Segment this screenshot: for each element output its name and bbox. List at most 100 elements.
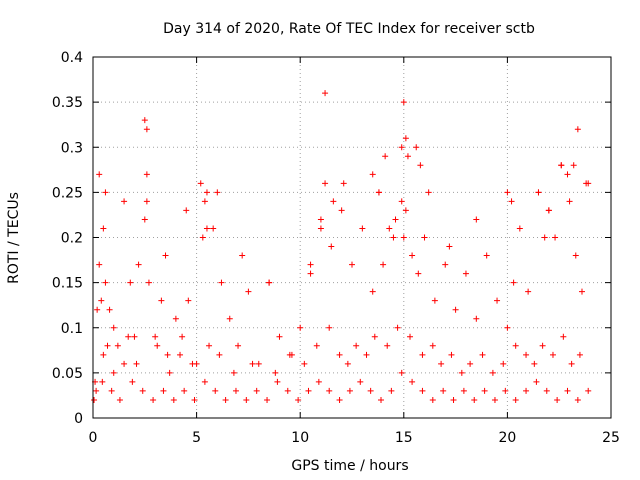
data-point xyxy=(419,387,426,394)
data-point xyxy=(98,297,105,304)
data-point xyxy=(398,198,405,205)
data-point xyxy=(535,189,542,196)
data-point xyxy=(96,171,103,178)
y-tick-label: 0.4 xyxy=(61,50,83,66)
data-point xyxy=(203,225,210,232)
data-point xyxy=(452,306,459,313)
data-point xyxy=(512,342,519,349)
data-point xyxy=(131,333,138,340)
data-point xyxy=(301,360,308,367)
data-point xyxy=(369,171,376,178)
data-point xyxy=(164,351,171,358)
data-point xyxy=(570,162,577,169)
chart-title: Day 314 of 2020, Rate Of TEC Index for r… xyxy=(163,21,535,37)
data-point xyxy=(552,234,559,241)
data-point xyxy=(230,369,237,376)
data-point xyxy=(232,387,239,394)
data-point xyxy=(431,297,438,304)
data-point xyxy=(380,261,387,268)
data-point xyxy=(421,234,428,241)
data-point xyxy=(564,387,571,394)
data-point xyxy=(429,342,436,349)
data-point xyxy=(516,225,523,232)
data-point xyxy=(99,378,106,385)
data-point xyxy=(394,324,401,331)
data-point xyxy=(139,387,146,394)
data-point xyxy=(353,342,360,349)
data-point xyxy=(554,396,561,403)
data-point xyxy=(413,144,420,151)
data-point xyxy=(523,387,530,394)
data-point xyxy=(102,279,109,286)
y-tick-label: 0.3 xyxy=(61,140,83,156)
data-point xyxy=(359,225,366,232)
data-point xyxy=(203,189,210,196)
data-point xyxy=(502,387,509,394)
data-point xyxy=(253,387,260,394)
data-point xyxy=(504,189,511,196)
data-point xyxy=(566,198,573,205)
data-point xyxy=(473,315,480,322)
data-point xyxy=(458,369,465,376)
data-point xyxy=(266,279,273,286)
data-point xyxy=(512,396,519,403)
data-point xyxy=(226,315,233,322)
data-point xyxy=(197,180,204,187)
data-point xyxy=(543,387,550,394)
data-point xyxy=(448,351,455,358)
data-point xyxy=(539,342,546,349)
data-point xyxy=(288,351,295,358)
x-tick-label: 10 xyxy=(291,430,309,446)
data-point xyxy=(467,360,474,367)
data-point xyxy=(166,369,173,376)
data-point xyxy=(338,207,345,214)
data-point xyxy=(328,243,335,250)
y-tick-label: 0.35 xyxy=(52,95,83,111)
data-point xyxy=(127,279,134,286)
data-point xyxy=(307,261,314,268)
data-point xyxy=(183,207,190,214)
data-point xyxy=(549,351,556,358)
data-point xyxy=(378,396,385,403)
data-point xyxy=(110,369,117,376)
data-point xyxy=(440,387,447,394)
axis-ticks: 0 5 10 15 20 25 0 0.05 0.1 0.15 0.2 0.25 0.3 0.35 0.4 xyxy=(52,50,620,446)
y-tick-label: 0.05 xyxy=(52,366,83,382)
data-point xyxy=(400,234,407,241)
data-point xyxy=(274,378,281,385)
data-point xyxy=(417,162,424,169)
data-point xyxy=(91,396,98,403)
data-point xyxy=(322,90,329,97)
data-point xyxy=(398,144,405,151)
data-point xyxy=(576,351,583,358)
data-point xyxy=(402,135,409,142)
data-point xyxy=(578,288,585,295)
data-point xyxy=(317,216,324,223)
data-point xyxy=(450,396,457,403)
data-point xyxy=(201,198,208,205)
data-point xyxy=(317,225,324,232)
data-point xyxy=(179,333,186,340)
data-point xyxy=(162,252,169,259)
data-point xyxy=(218,279,225,286)
data-point xyxy=(346,387,353,394)
data-point xyxy=(154,342,161,349)
x-tick-label: 25 xyxy=(602,430,620,446)
data-point xyxy=(508,198,515,205)
data-point xyxy=(243,396,250,403)
data-point xyxy=(160,387,167,394)
data-point xyxy=(100,225,107,232)
data-point xyxy=(206,342,213,349)
data-point xyxy=(574,396,581,403)
data-point xyxy=(460,387,467,394)
data-point xyxy=(388,387,395,394)
data-point xyxy=(295,396,302,403)
data-point xyxy=(116,396,123,403)
data-point xyxy=(235,342,242,349)
data-point xyxy=(172,315,179,322)
data-point xyxy=(121,198,128,205)
data-point xyxy=(357,378,364,385)
data-point xyxy=(102,189,109,196)
data-point xyxy=(340,180,347,187)
